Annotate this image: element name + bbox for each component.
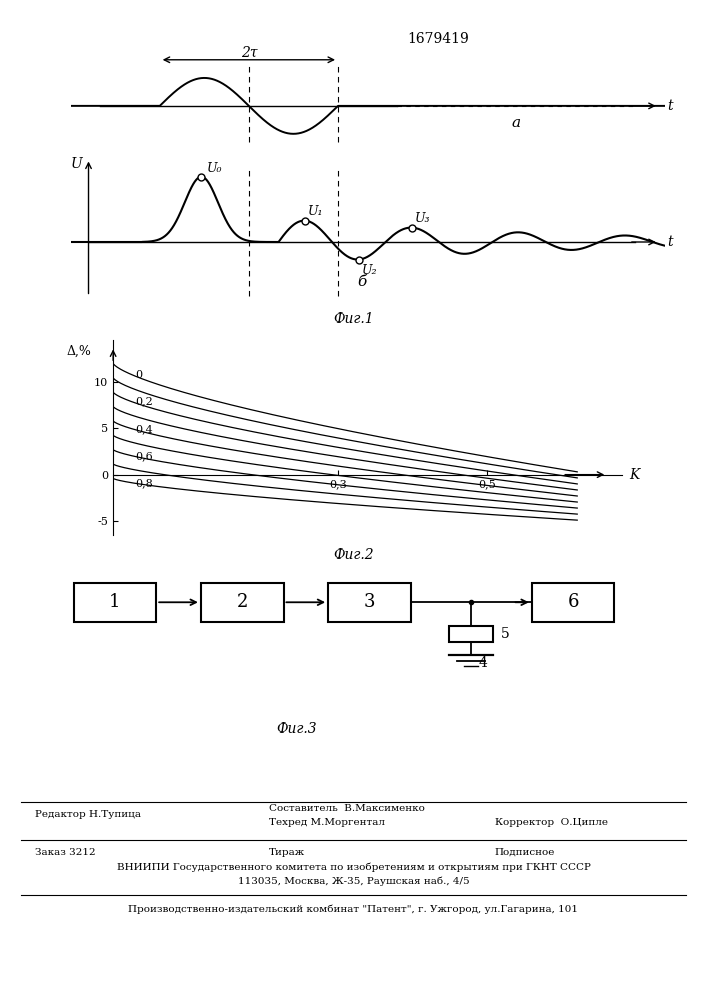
Text: 1: 1 bbox=[109, 593, 121, 611]
Text: Фиг.1: Фиг.1 bbox=[333, 312, 374, 326]
Text: Заказ 3212: Заказ 3212 bbox=[35, 848, 96, 857]
Text: 6: 6 bbox=[567, 593, 579, 611]
Text: 5: 5 bbox=[501, 627, 510, 641]
Text: t: t bbox=[667, 235, 673, 249]
Text: б: б bbox=[357, 275, 366, 289]
Bar bbox=[449, 626, 493, 642]
Text: 0,2: 0,2 bbox=[136, 397, 153, 407]
Text: Техред М.Моргентал: Техред М.Моргентал bbox=[269, 818, 385, 827]
Text: ВНИИПИ Государственного комитета по изобретениям и открытиям при ГКНТ СССР: ВНИИПИ Государственного комитета по изоб… bbox=[117, 862, 590, 871]
Text: Составитель  В.Максименко: Составитель В.Максименко bbox=[269, 804, 424, 813]
Text: U₀: U₀ bbox=[207, 162, 223, 175]
Text: 1679419: 1679419 bbox=[407, 32, 469, 46]
Text: 113035, Москва, Ж-35, Раушская наб., 4/5: 113035, Москва, Ж-35, Раушская наб., 4/5 bbox=[238, 876, 469, 886]
Text: 0,8: 0,8 bbox=[136, 478, 153, 488]
Text: Δ,%: Δ,% bbox=[67, 345, 92, 358]
Text: U₁: U₁ bbox=[308, 205, 324, 218]
Text: 2τ: 2τ bbox=[240, 46, 257, 60]
Text: Производственно-издательский комбинат "Патент", г. Ужгород, ул.Гагарина, 101: Производственно-издательский комбинат "П… bbox=[129, 905, 578, 914]
Text: K: K bbox=[630, 468, 640, 482]
Text: 4: 4 bbox=[479, 656, 488, 670]
Bar bbox=[328, 583, 411, 622]
Text: a: a bbox=[512, 116, 520, 130]
Text: Фиг.3: Фиг.3 bbox=[276, 722, 317, 736]
Text: U: U bbox=[71, 157, 83, 171]
Text: 0,6: 0,6 bbox=[136, 451, 153, 461]
Text: U₂: U₂ bbox=[362, 264, 378, 277]
Text: U₃: U₃ bbox=[415, 212, 431, 225]
Text: 2: 2 bbox=[236, 593, 248, 611]
Bar bbox=[74, 583, 156, 622]
Text: Тираж: Тираж bbox=[269, 848, 305, 857]
Text: Корректор  О.Ципле: Корректор О.Ципле bbox=[495, 818, 608, 827]
Text: Редактор Н.Тупица: Редактор Н.Тупица bbox=[35, 810, 141, 819]
Text: t: t bbox=[667, 99, 673, 113]
Text: 0: 0 bbox=[136, 370, 143, 380]
Text: 0,4: 0,4 bbox=[136, 424, 153, 434]
Bar bbox=[532, 583, 614, 622]
Bar bbox=[201, 583, 284, 622]
Text: 3: 3 bbox=[363, 593, 375, 611]
Text: Фиг.2: Фиг.2 bbox=[333, 548, 374, 562]
Text: Подписное: Подписное bbox=[495, 848, 555, 857]
